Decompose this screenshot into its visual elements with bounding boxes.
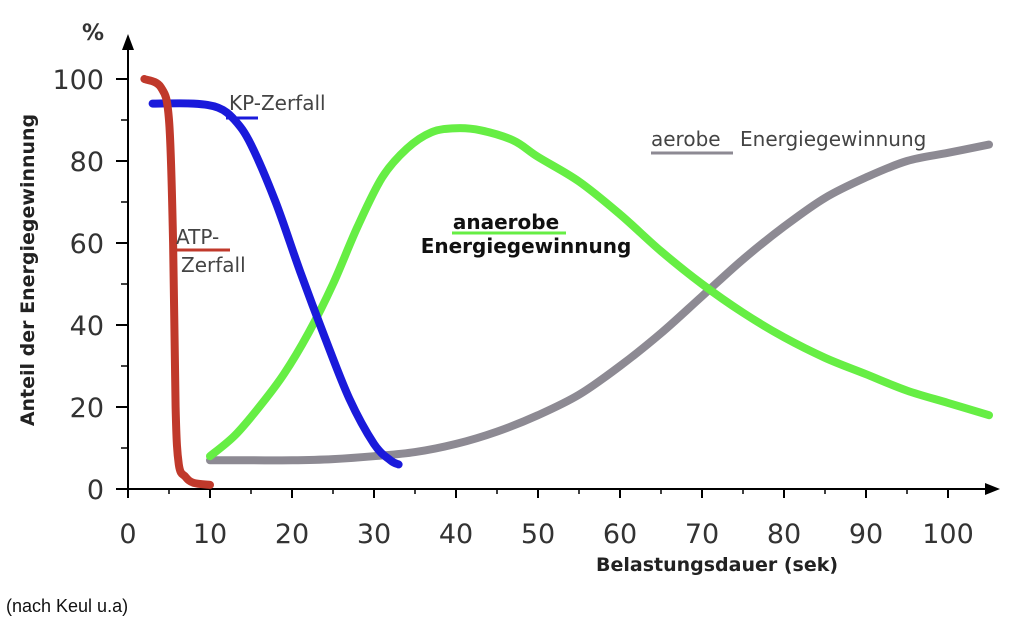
y-tick-label: 40 xyxy=(70,311,104,342)
y-axis-arrow xyxy=(122,34,134,50)
atp-label-line1: ATP- xyxy=(176,225,219,249)
x-axis-ticks: 0 10 20 30 40 50 60 70 80 90 100 xyxy=(119,489,974,550)
y-axis-title: Anteil der Energiegewinnung xyxy=(17,114,39,426)
x-tick-label: 50 xyxy=(521,519,555,550)
x-tick-label: 90 xyxy=(849,519,883,550)
x-tick-label: 10 xyxy=(193,519,227,550)
aerob-label-word: aerobe xyxy=(651,127,721,151)
x-tick-label: 40 xyxy=(439,519,473,550)
aerob-label-rest: Energiegewinnung xyxy=(740,127,926,151)
y-tick-label: 60 xyxy=(70,229,104,260)
anaerob-label-line2: Energiegewinnung xyxy=(421,234,632,258)
x-axis-arrow xyxy=(985,483,1000,495)
series-line-aerob xyxy=(206,140,993,465)
x-tick-label: 80 xyxy=(767,519,801,550)
chart-series xyxy=(140,75,993,489)
kp-label: KP-Zerfall xyxy=(229,91,326,115)
x-tick-label: 60 xyxy=(603,519,637,550)
x-tick-label: 100 xyxy=(922,519,974,550)
atp-label-line2: Zerfall xyxy=(181,253,246,277)
y-tick-label: 100 xyxy=(52,65,104,96)
series-line-kp xyxy=(148,99,403,469)
y-tick-label: 80 xyxy=(70,147,104,178)
series-line-atp xyxy=(140,75,214,489)
y-axis-ticks: 0 20 40 60 80 100 xyxy=(52,65,128,506)
x-axis-title: Belastungsdauer (sek) xyxy=(596,554,838,576)
x-tick-label: 0 xyxy=(119,519,136,550)
chart-annotations: % Belastungsdauer (sek) Anteil der Energ… xyxy=(17,21,926,576)
source-note: (nach Keul u.a) xyxy=(6,596,129,616)
anaerob-label-line1: anaerobe xyxy=(453,210,559,234)
x-tick-label: 30 xyxy=(357,519,391,550)
x-tick-label: 70 xyxy=(685,519,719,550)
y-tick-label: 0 xyxy=(87,475,104,506)
x-tick-label: 20 xyxy=(275,519,309,550)
series-line-anaerob xyxy=(206,124,993,461)
y-tick-label: 20 xyxy=(70,393,104,424)
y-unit-label: % xyxy=(82,21,104,46)
